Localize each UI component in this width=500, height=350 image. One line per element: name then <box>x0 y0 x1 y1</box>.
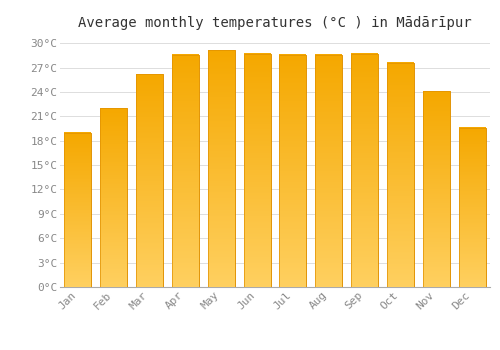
Bar <box>458 128 485 287</box>
Bar <box>244 54 270 287</box>
Bar <box>64 133 92 287</box>
Bar <box>387 63 414 287</box>
Bar <box>100 108 127 287</box>
Bar <box>351 54 378 287</box>
Title: Average monthly temperatures (°C ) in Mādārīpur: Average monthly temperatures (°C ) in Mā… <box>78 16 472 30</box>
Bar <box>280 55 306 287</box>
Bar <box>316 55 342 287</box>
Bar <box>136 74 163 287</box>
Bar <box>208 50 234 287</box>
Bar <box>423 91 450 287</box>
Bar <box>172 55 199 287</box>
